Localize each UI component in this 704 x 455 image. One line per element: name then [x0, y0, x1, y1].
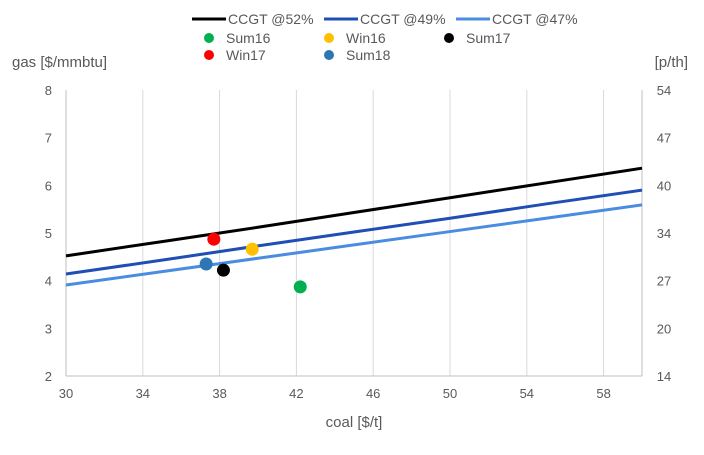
series-line: [65, 166, 643, 258]
legend-label: Sum17: [466, 30, 511, 46]
y-tick-label: 6: [45, 178, 52, 193]
x-tick-label: 46: [366, 386, 380, 401]
legend-marker: [444, 33, 454, 43]
data-point: [199, 257, 213, 271]
data-point: [216, 263, 230, 277]
y-tick-label: 4: [45, 274, 52, 289]
y-tick-label: 8: [45, 83, 52, 98]
series-lines: [65, 166, 643, 287]
x-tick-label: 54: [520, 386, 534, 401]
y2-tick-label: 40: [657, 178, 671, 193]
series-line: [65, 203, 643, 287]
x-tick-label: 38: [212, 386, 226, 401]
legend-marker: [324, 33, 334, 43]
y2-tick-label: 54: [657, 83, 671, 98]
data-point: [245, 242, 259, 256]
legend: CCGT @52% CCGT @49% CCGT @47%Sum16 Win16 Sum…: [192, 11, 578, 63]
x-tick-label: 50: [443, 386, 457, 401]
gridlines: [65, 90, 605, 376]
x-tick-label: 58: [596, 386, 610, 401]
y-tick-label: 2: [45, 369, 52, 384]
data-point: [207, 232, 221, 246]
legend-marker: [324, 50, 334, 60]
legend-label: CCGT @52%: [228, 11, 314, 27]
y-tick-label: 3: [45, 321, 52, 336]
legend-marker: [204, 50, 214, 60]
x-tick-label: 34: [136, 386, 150, 401]
legend-marker: [204, 33, 214, 43]
series-line: [65, 188, 643, 276]
legend-label: CCGT @49%: [360, 11, 446, 27]
legend-label: Win17: [226, 47, 266, 63]
y2-tick-label: 14: [657, 369, 671, 384]
x-tick-label: 42: [289, 386, 303, 401]
axes: 30 34 38 42 46 50 54 58 2 14 3 20 4 27 5 34 6 40 7 47 8 54: [45, 83, 671, 401]
y-tick-label: 7: [45, 131, 52, 146]
y2-tick-label: 20: [657, 321, 671, 336]
legend-label: CCGT @47%: [492, 11, 578, 27]
legend-label: Sum16: [226, 30, 271, 46]
y-tick-label: 5: [45, 226, 52, 241]
scatter-points: [199, 232, 307, 294]
y2-axis-label: [p/th]: [655, 54, 688, 71]
y2-tick-label: 34: [657, 226, 671, 241]
x-axis-label: coal [$/t]: [326, 414, 383, 431]
y2-tick-label: 27: [657, 274, 671, 289]
legend-label: Win16: [346, 30, 386, 46]
y2-tick-label: 47: [657, 131, 671, 146]
data-point: [293, 280, 307, 294]
y-axis-label: gas [$/mmbtu]: [12, 54, 107, 71]
legend-label: Sum18: [346, 47, 391, 63]
x-tick-label: 30: [59, 386, 73, 401]
